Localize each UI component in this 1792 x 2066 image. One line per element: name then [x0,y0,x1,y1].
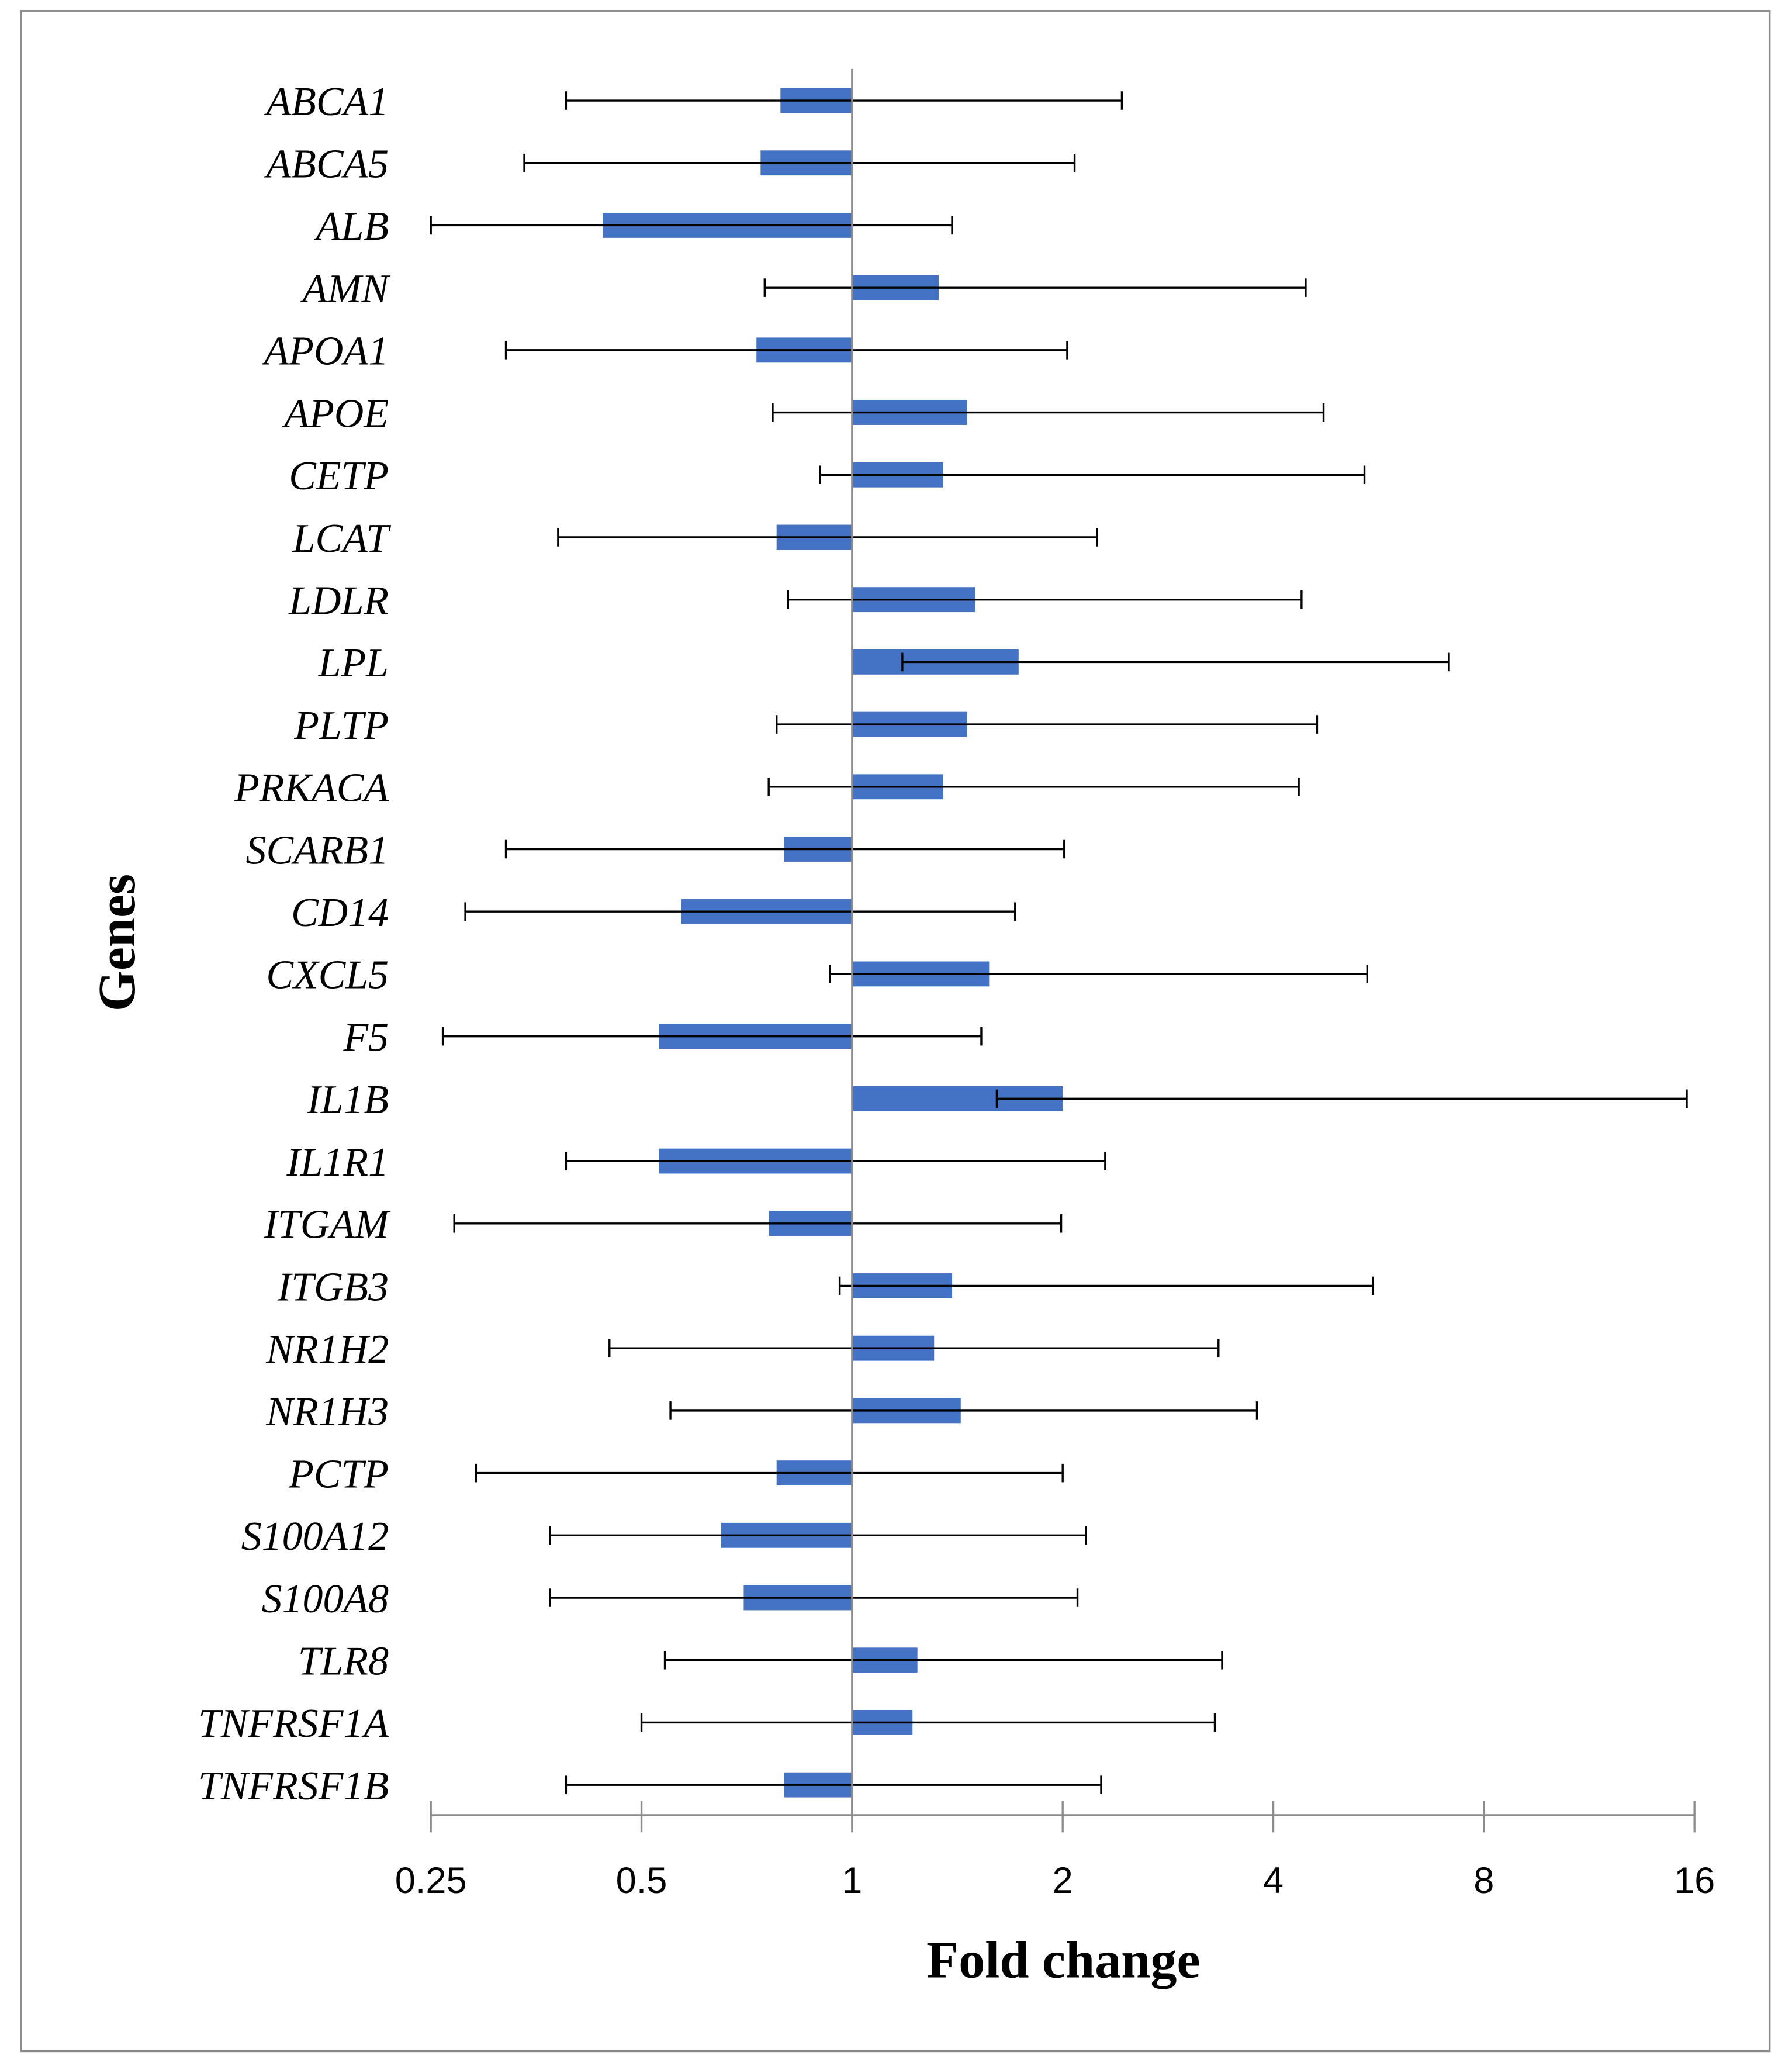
gene-label: CXCL5 [266,953,389,998]
gene-label: LCAT [292,516,392,561]
x-tick-label: 2 [1053,1860,1073,1901]
gene-label: NR1H2 [265,1327,389,1372]
gene-label: IL1R1 [286,1140,389,1185]
x-tick-label: 4 [1263,1860,1284,1901]
gene-label: CD14 [291,890,389,935]
gene-label: LDLR [288,578,389,623]
gene-label: IL1B [306,1077,389,1122]
gene-label: LPL [318,641,389,686]
gene-label: TNFRSF1B [198,1764,389,1809]
gene-label: SCARB1 [246,828,389,873]
gene-label: NR1H3 [265,1390,389,1435]
gene-label: ITGAM [264,1203,391,1248]
gene-label: ALB [314,204,389,249]
x-tick-label: 0.25 [395,1860,467,1901]
gene-label: AMN [300,267,391,312]
gene-label: F5 [343,1015,389,1060]
gene-label: PCTP [288,1452,389,1497]
gene-label: CETP [289,454,389,499]
gene-label: ABCA5 [264,142,389,187]
gene-label: TLR8 [298,1639,389,1684]
x-tick-label: 0.5 [616,1860,667,1901]
x-tick-label: 16 [1674,1860,1715,1901]
x-tick-label: 8 [1473,1860,1494,1901]
gene-label: PLTP [293,703,389,748]
x-tick-label: 1 [842,1860,862,1901]
gene-label: ITGB3 [277,1265,389,1310]
x-axis-title: Fold change [926,1930,1200,1989]
gene-label: APOE [282,391,389,436]
gene-label: TNFRSF1A [198,1701,389,1746]
gene-label: ABCA1 [264,80,389,125]
gene-label: PRKACA [234,766,389,811]
y-axis-title: Genes [88,874,146,1011]
gene-label: S100A8 [262,1577,389,1622]
gene-label: S100A12 [241,1514,389,1559]
gene-label: APOA1 [262,329,389,374]
